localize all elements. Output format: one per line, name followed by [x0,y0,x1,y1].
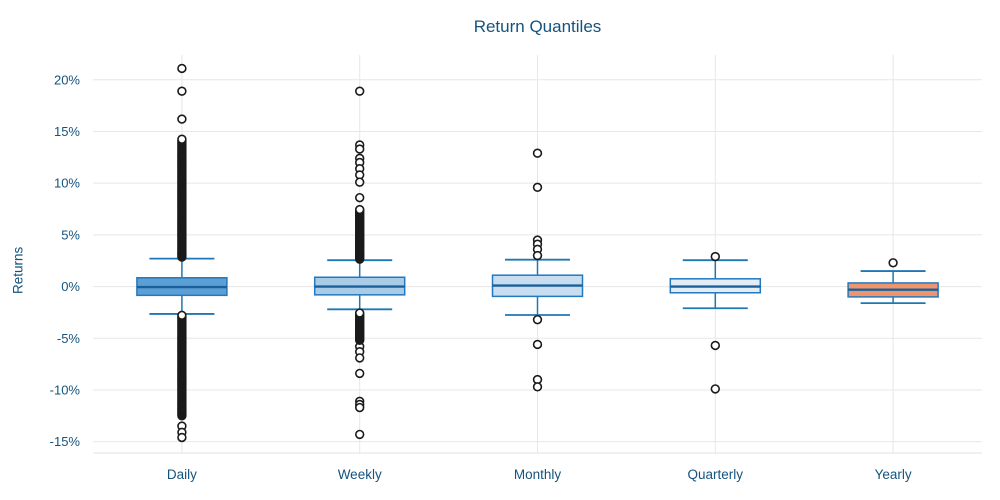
x-tick-label: Daily [167,467,197,482]
outlier-point-weekly [355,204,365,215]
outlier-point-quarterly [710,340,720,351]
outlier-point-daily [177,63,187,74]
outlier-point-daily [177,310,187,321]
outlier-point-daily [177,86,187,96]
outlier-point-monthly [532,339,543,350]
outlier-point-daily [177,114,187,124]
outlier-point-weekly [355,429,365,440]
y-tick-label: -15% [50,434,81,449]
outlier-point-weekly [355,353,365,363]
x-tick-label: Monthly [514,467,562,482]
outlier-point-weekly [355,177,365,187]
outlier-point-monthly [532,148,543,158]
outlier-point-weekly [355,308,365,318]
y-tick-label: 15% [54,124,80,139]
x-tick-label: Weekly [338,467,382,482]
outlier-point-daily [177,432,187,443]
outlier-point-yearly [888,258,898,268]
y-tick-label: 0% [61,279,80,294]
outlier-point-weekly [355,86,365,96]
y-tick-label: -10% [50,382,81,397]
outlier-point-weekly [355,192,365,203]
outlier-point-weekly [355,402,365,413]
outlier-point-monthly [532,314,543,325]
y-tick-label: 5% [61,227,80,242]
y-tick-label: 20% [54,72,80,87]
x-tick-label: Yearly [875,467,912,482]
outlier-point-monthly [532,182,543,193]
outlier-point-quarterly [710,384,720,394]
y-tick-label: 10% [54,176,80,191]
outlier-point-monthly [532,250,543,261]
outlier-point-monthly [532,382,543,392]
outlier-point-quarterly [710,251,720,262]
y-tick-label: -5% [57,331,81,346]
chart-title: Return Quantiles [473,17,602,36]
x-tick-label: Quarterly [688,467,744,482]
outlier-point-weekly [355,144,365,154]
outlier-point-weekly [355,368,365,379]
outlier-point-daily [177,134,187,144]
